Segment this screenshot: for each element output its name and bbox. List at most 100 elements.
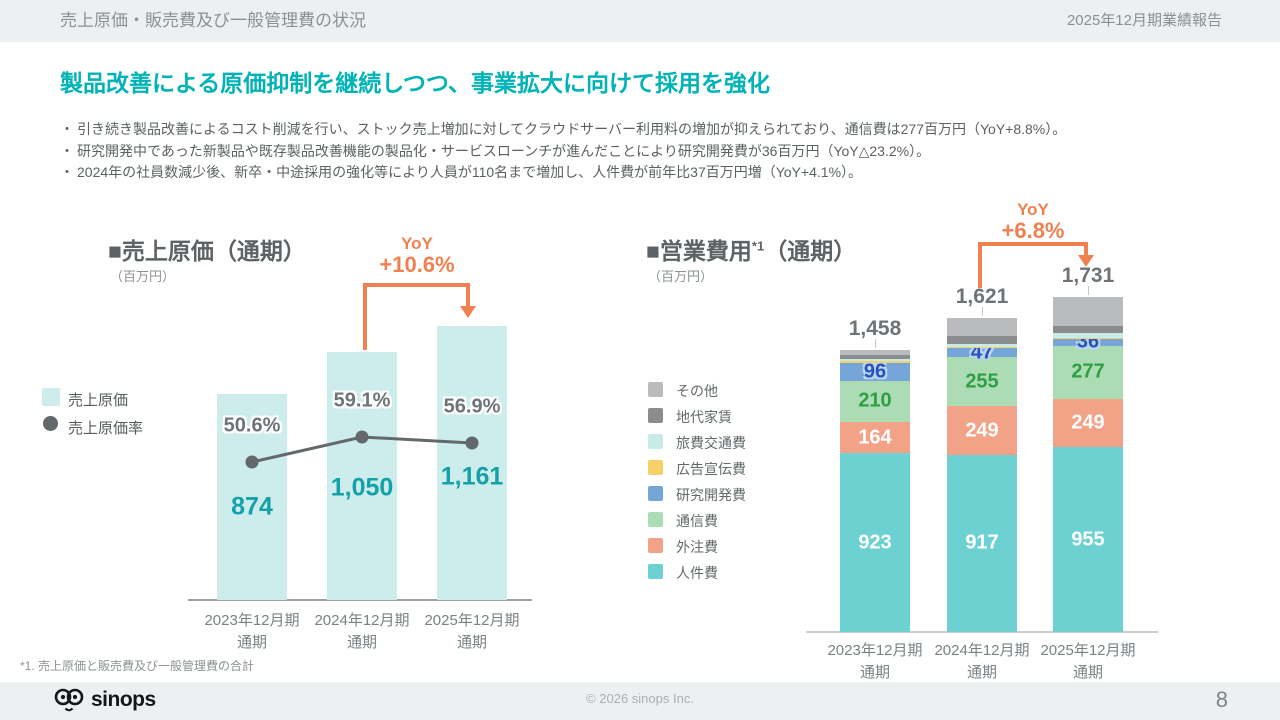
opex-segment-地代家賃 [840,355,910,360]
opex-segment-value: 164 [858,426,892,449]
x-axis-label: 2024年12月期 通期 [934,642,1030,681]
opex-segment-通信費 [840,381,910,422]
opex-segment-広告宣伝費 [1053,337,1123,339]
x-axis-label: 2025年12月期 通期 [1040,642,1136,681]
page-number: 8 [1215,687,1228,712]
opex-unit-label: （百万円） [648,269,714,284]
opex-segment-value: 96 [863,360,887,383]
opex-total: 1,621 [955,285,1009,309]
legend-label: 人件費 [676,565,718,581]
legend-label: 研究開発費 [676,487,746,503]
legend-label: 旅費交通費 [676,435,746,451]
cost-bar-value: 1,050 [330,473,394,502]
headline: 製品改善による原価抑制を継続しつつ、事業拡大に向けて採用を強化 [60,70,771,96]
yoy-bracket [466,283,470,308]
legend-label: その他 [676,383,718,399]
opex-segment-地代家賃 [1053,326,1123,333]
total-connector [1088,286,1089,296]
yoy-annotation-left: YoY +10.6% [355,234,479,277]
opex-segment-外注費 [947,406,1017,455]
opex-title-text: ■営業費用 [646,238,752,264]
legend-label: 広告宣伝費 [676,461,746,477]
sinops-logo: sinops [54,687,156,713]
opex-segment-人件費 [947,454,1017,632]
total-connector [982,307,983,317]
cost-of-sales-chart-title: ■売上原価（通期） [108,238,306,264]
x-axis-label: 2025年12月期 通期 [424,612,520,651]
bullet-item: 引き続き製品改善によるコスト削減を行い、ストック売上増加に対してクラウドサーバー… [60,119,1240,141]
yoy-value: +10.6% [379,252,455,277]
opex-segment-value: 210 [858,389,892,412]
page-title: 売上原価・販売費及び一般管理費の状況 [60,11,366,30]
footnote: *1. 売上原価と販売費及び一般管理費の合計 [20,659,255,673]
opex-segment-旅費交通費 [1053,333,1123,338]
cost-bar-value: 874 [231,492,273,521]
opex-title-suffix: （通期） [764,238,857,264]
opex-chart-title: ■営業費用*1（通期） [646,232,856,266]
x-axis-label: 2024年12月期 通期 [314,612,410,651]
opex-total: 1,731 [1061,264,1115,288]
cost-rate-value: 59.1% [333,389,391,412]
legend-swatch [648,538,663,553]
opex-segment-人件費 [1053,447,1123,632]
opex-segment-広告宣伝費 [840,360,910,363]
bullet-item: 研究開発中であった新製品や既存製品改善機能の製品化・サービスローンチが進んだこと… [60,141,1240,163]
cost-rate-legend-dot-icon [43,416,58,431]
yoy-label: YoY [1017,200,1049,219]
bullet-item: 2024年の社員数減少後、新卒・中途採用の強化等により人員が110名まで増加し、… [60,162,1240,184]
legend-label: 外注費 [676,539,718,555]
opex-title-footnote-marker: *1 [751,238,765,254]
legend-swatch [648,408,663,423]
opex-segment-value: 923 [858,531,892,554]
opex-segment-通信費 [1053,345,1123,400]
legend-swatch [648,382,663,397]
legend-swatch [648,512,663,527]
opex-segment-旅費交通費 [947,343,1017,347]
opex-segment-その他 [947,318,1017,336]
opex-segment-value: 917 [965,531,999,554]
yoy-annotation-right: YoY +6.8% [966,200,1100,243]
footer-bar [0,682,1280,720]
opex-segment-value: 277 [1071,360,1105,383]
opex-segment-value: 955 [1071,528,1105,551]
cost-bar [327,352,397,600]
opex-segment-旅費交通費 [840,359,910,361]
opex-segment-研究開発費 [947,348,1017,358]
opex-segment-value: 249 [1071,411,1105,434]
copyright: © 2026 sinops Inc. [586,691,694,706]
cost-rate-value: 50.6% [223,414,281,437]
opex-segment-外注費 [840,421,910,454]
cost-bar-value: 1,161 [440,462,504,491]
opex-segment-研究開発費 [1053,338,1123,346]
yoy-label: YoY [401,234,433,253]
total-connector [875,339,876,349]
x-axis-line [188,599,532,601]
opex-segment-地代家賃 [947,335,1017,344]
opex-segment-value: 255 [965,370,999,393]
cost-rate-legend-label: 売上原価率 [68,420,144,437]
yoy-value: +6.8% [1001,218,1065,243]
cost-of-sales-legend-swatch [42,388,60,406]
cost-of-sales-unit-label: （百万円） [110,269,176,284]
arrow-down-icon [460,306,476,318]
legend-swatch [648,486,663,501]
opex-segment-その他 [1053,297,1123,327]
x-axis-label: 2023年12月期 通期 [204,612,300,651]
cost-of-sales-legend-label: 売上原価 [68,392,129,409]
yoy-bracket [978,242,982,288]
yoy-bracket [1084,242,1088,257]
legend-swatch [648,434,663,449]
x-axis-label: 2023年12月期 通期 [827,642,923,681]
yoy-bracket [363,283,470,287]
opex-segment-外注費 [1053,399,1123,448]
legend-label: 通信費 [676,513,718,529]
yoy-bracket [978,242,1088,246]
legend-swatch [648,460,663,475]
sinops-logo-icon [54,688,84,712]
logo-text: sinops [91,688,156,711]
header-bar: 売上原価・販売費及び一般管理費の状況 2025年12月期業績報告 [0,0,1280,42]
opex-segment-広告宣伝費 [947,346,1017,349]
legend-label: 地代家賃 [676,409,732,425]
opex-total: 1,458 [848,317,902,341]
